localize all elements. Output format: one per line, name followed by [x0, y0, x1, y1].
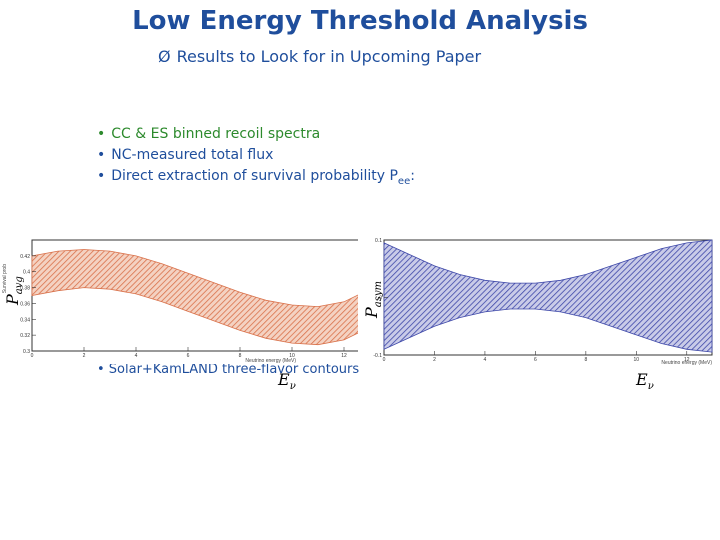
- bullet-dot-icon: •: [97, 147, 106, 163]
- x-tick-label: 12: [684, 357, 690, 363]
- x-tick-label: 10: [289, 353, 295, 359]
- y-label-subscript: asym: [373, 281, 385, 308]
- x-tick-label: 2: [83, 353, 86, 359]
- left-plot-x-ticks: 0 2 4 6 8 10 12: [31, 347, 347, 359]
- bullet-item: • NC-measured total flux: [97, 145, 415, 166]
- y-tick-label: 0: [379, 296, 382, 302]
- x-tick-label: 4: [135, 353, 138, 359]
- bullet-dot-icon: •: [97, 126, 106, 142]
- left-plot-y-axis-title: Survival prob: [2, 264, 8, 293]
- x-tick-label: 4: [484, 357, 487, 363]
- right-plot-band: [383, 239, 713, 353]
- bullet-item: • Direct extraction of survival probabili…: [97, 166, 415, 192]
- x-tick-label: 0: [383, 357, 386, 363]
- bullet-text: NC-measured total flux: [111, 147, 274, 163]
- x-label-subscript: ν: [289, 381, 296, 393]
- left-plot-y-label: Pavg: [3, 276, 25, 305]
- x-tick-label: 8: [239, 353, 242, 359]
- y-tick-label: 0.42: [20, 254, 30, 260]
- y-tick-label: 0.38: [20, 286, 30, 292]
- y-tick-label: 0.34: [20, 317, 30, 323]
- x-tick-label: 10: [634, 357, 640, 363]
- y-label-symbol: P: [362, 307, 381, 318]
- right-plot-y-label: Pasym: [362, 281, 384, 318]
- x-tick-label: 12: [341, 353, 347, 359]
- y-tick-label: 0.1: [375, 238, 382, 244]
- x-tick-label: 8: [584, 357, 587, 363]
- bullet-suffix: :: [410, 168, 415, 184]
- y-label-symbol: P: [3, 294, 22, 305]
- x-tick-label: 6: [534, 357, 537, 363]
- x-tick-label: 2: [433, 357, 436, 363]
- bullet-subscript: ee: [397, 175, 411, 187]
- left-plot-x-label: Eν: [278, 370, 296, 392]
- x-tick-label: 6: [187, 353, 190, 359]
- bullet-list: • CC & ES binned recoil spectra • NC-measu…: [97, 124, 415, 192]
- right-plot-x-axis-title: Neutrino energy (MeV): [661, 360, 712, 366]
- bullet-text: CC & ES binned recoil spectra: [111, 126, 321, 142]
- x-label-symbol: E: [636, 370, 648, 389]
- right-plot-y-ticks: -0.1 0 0.1: [373, 238, 388, 359]
- bullet-dot-icon: •: [97, 168, 106, 184]
- y-tick-label: 0.36: [20, 301, 30, 307]
- y-tick-label: 0.4: [23, 270, 30, 276]
- left-plot: 0.3 0.32 0.34 0.36 0.38 0.4 0.42 0 2 4 6 8 10 12 Sur…: [0, 236, 375, 364]
- x-tick-label: 0: [31, 353, 34, 359]
- left-plot-y-ticks: 0.3 0.32 0.34 0.36 0.38 0.4 0.42: [20, 254, 36, 355]
- obscured-line: • Solar+KamLAND three-flavor contours: [97, 362, 360, 377]
- x-label-subscript: ν: [647, 381, 654, 393]
- bullet-text: Direct extraction of survival probabilit…: [111, 168, 398, 184]
- x-label-symbol: E: [278, 370, 290, 389]
- right-plot-x-ticks: 0 2 4 6 8 10 12: [383, 351, 690, 363]
- y-tick-label: 0.32: [20, 333, 30, 339]
- bullet-item: • CC & ES binned recoil spectra: [97, 124, 415, 145]
- slide-title: Low Energy Threshold Analysis: [132, 6, 588, 36]
- arrow-bullet-icon: Ø: [158, 47, 171, 66]
- y-tick-label: -0.1: [373, 353, 382, 359]
- y-tick-label: 0.3: [23, 349, 30, 355]
- subtitle-text: Results to Look for in Upcoming Paper: [176, 47, 482, 66]
- subtitle: Ø Results to Look for in Upcoming Paper: [158, 47, 481, 66]
- y-label-subscript: avg: [14, 276, 26, 295]
- left-plot-x-axis-title: Neutrino energy (MeV): [245, 358, 296, 364]
- right-plot-x-label: Eν: [636, 370, 654, 392]
- right-plot: -0.100.1 0 2 4 6 8 10 12 Neutrino energy (MeV): [358, 236, 720, 366]
